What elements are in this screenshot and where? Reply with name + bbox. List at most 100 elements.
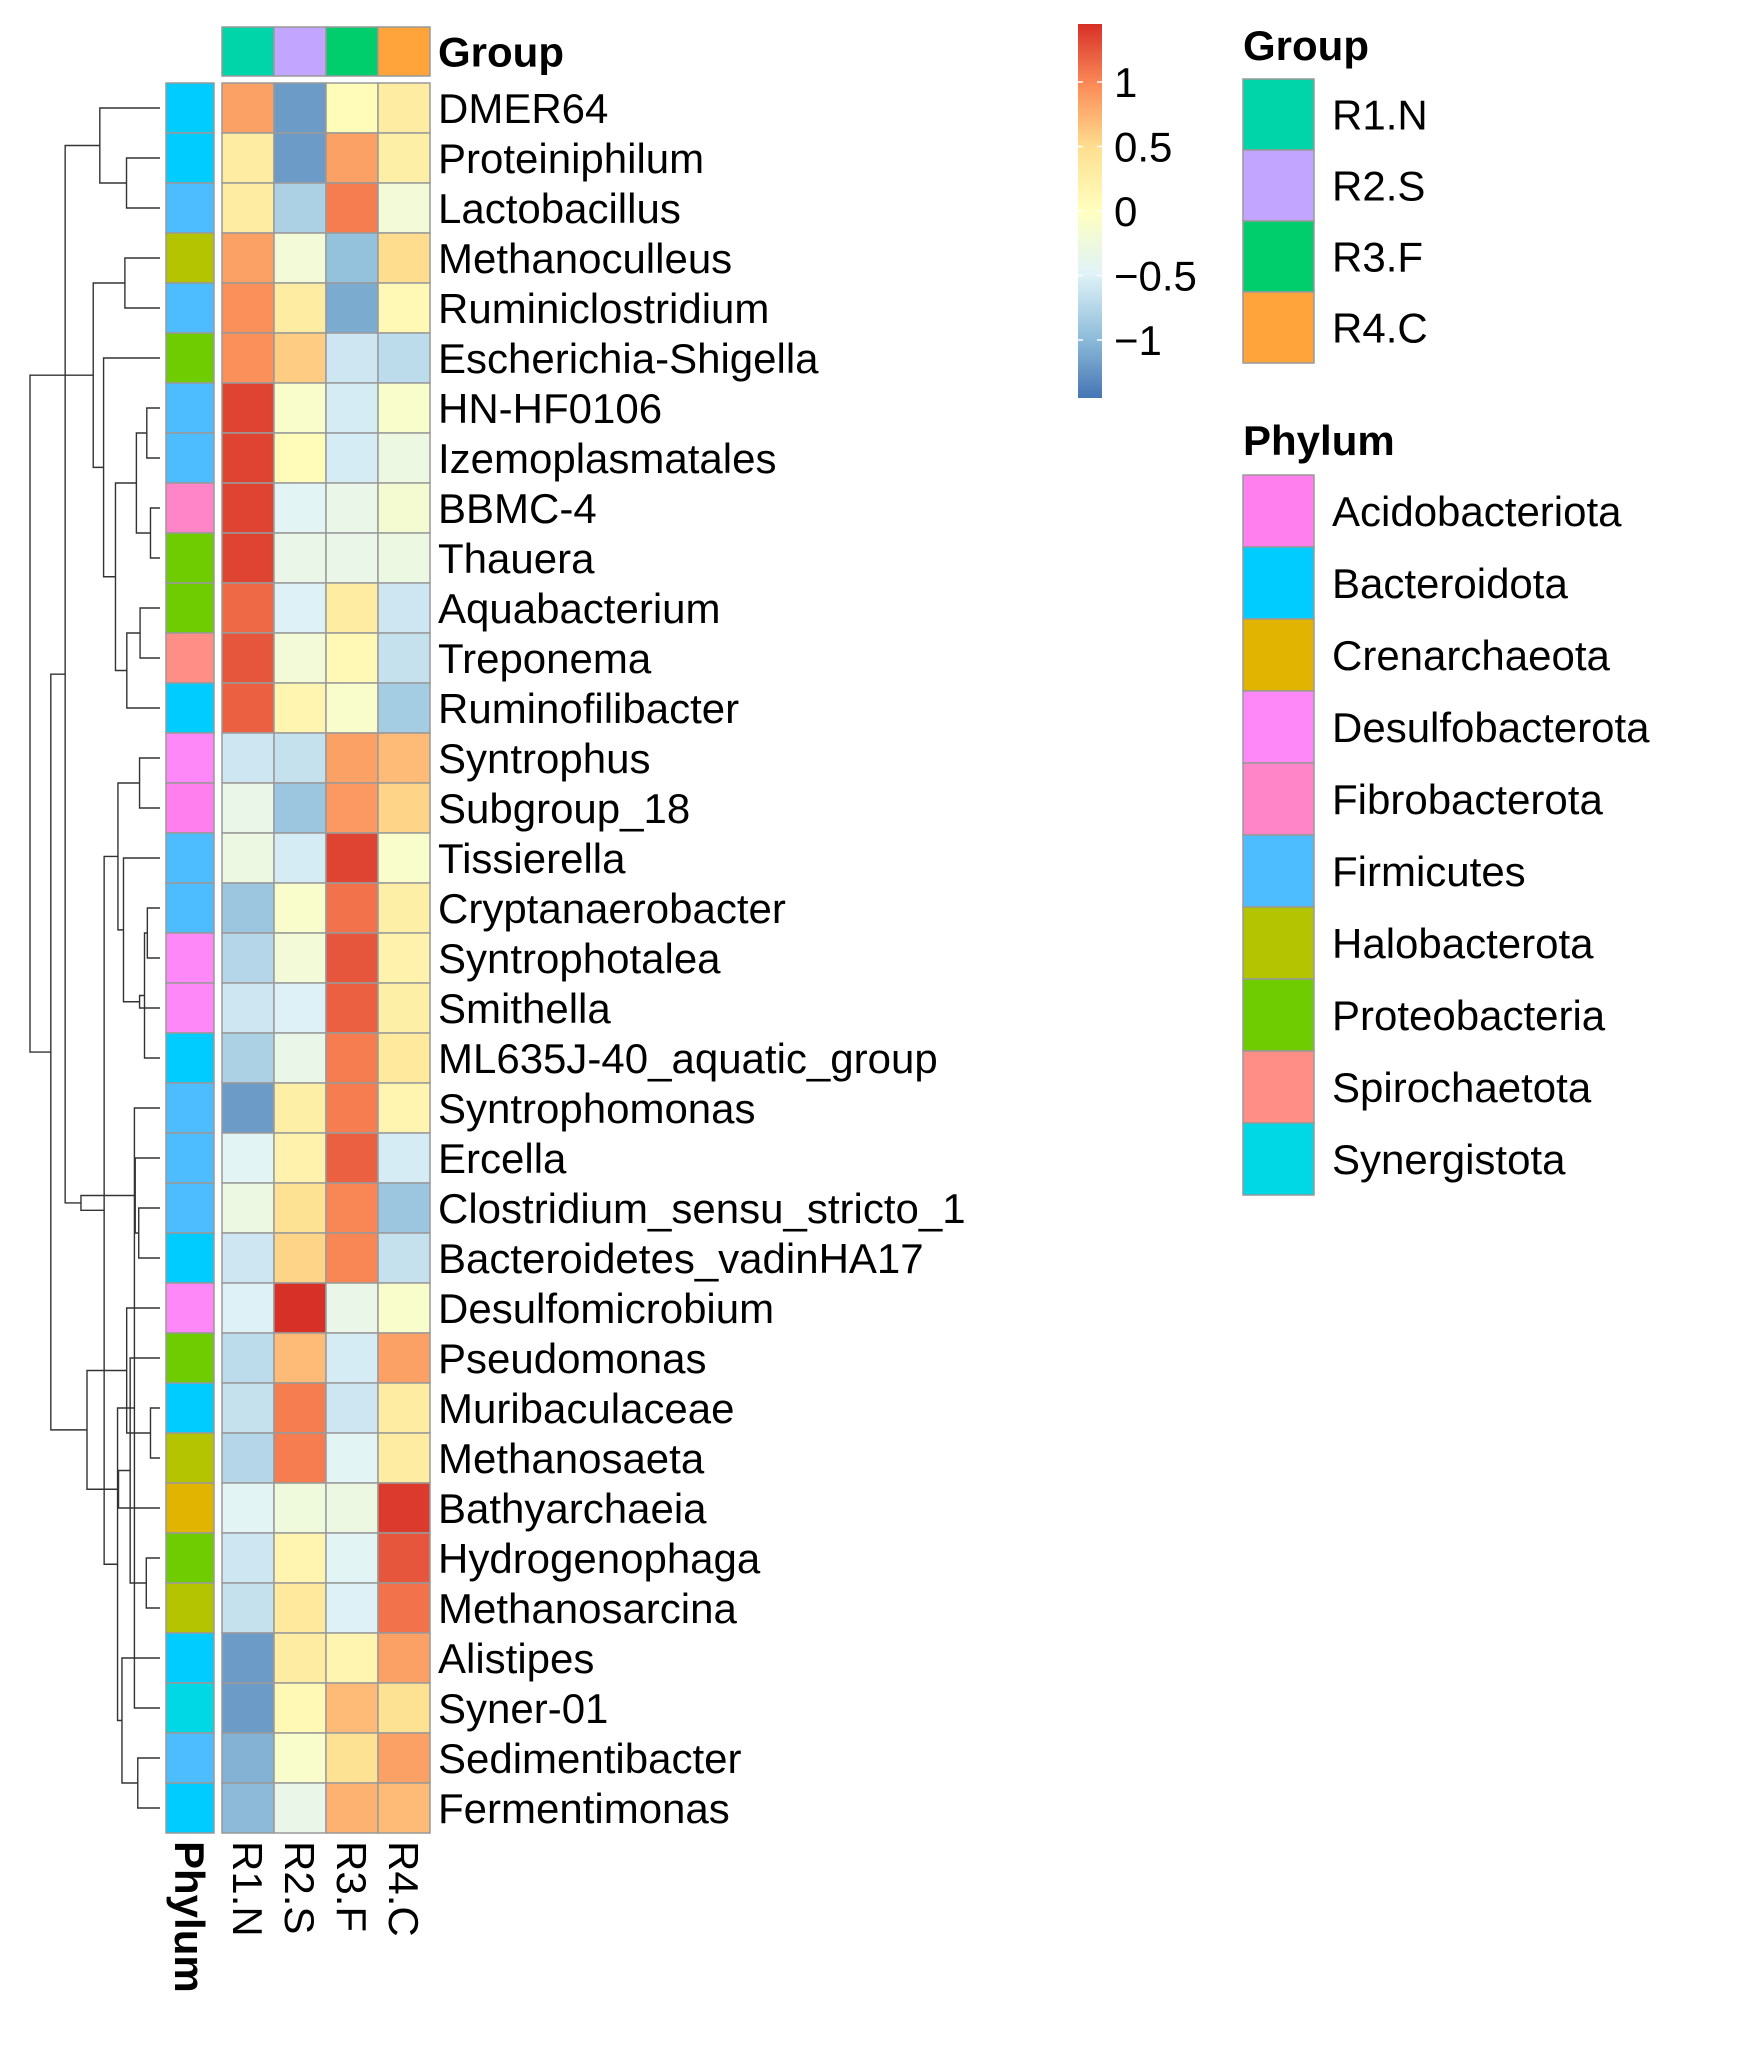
row-label-methanosarcina: Methanosarcina [438, 1585, 737, 1632]
heatmap-cell-methanosaeta-r3-f [325, 1432, 379, 1484]
heatmap-cell-bathyarchaeia-r4-c [377, 1482, 431, 1534]
heatmap-cell-aquabacterium-r3-f [325, 582, 379, 634]
heatmap-cell-lactobacillus-r1-n [221, 182, 275, 234]
dendrogram-branch [114, 482, 137, 672]
phylum-cell-hydrogenophaga [165, 1532, 215, 1584]
group-annotation-bar: Group [221, 26, 564, 77]
phylum-legend-label-bacteroidota: Bacteroidota [1332, 560, 1568, 607]
phylum-cell-ruminiclostridium [165, 282, 215, 334]
heatmap-cell-syner-01-r1-n [221, 1682, 275, 1734]
color-scale-legend: 1 0.5 0 −0.5 −1 [1078, 24, 1197, 398]
heatmap-cell-syntrophus-r3-f [325, 732, 379, 784]
color-scale-tick-label: 1 [1114, 59, 1137, 106]
row-label-ml635j-40-aquatic-group: ML635J-40_aquatic_group [438, 1035, 938, 1082]
heatmap-cell-smithella-r4-c [377, 982, 431, 1034]
row-label-aquabacterium: Aquabacterium [438, 585, 721, 632]
heatmap-cell-methanosaeta-r4-c [377, 1432, 431, 1484]
heatmap-cell-izemoplasmatales-r3-f [325, 432, 379, 484]
dendrogram-branch [146, 407, 160, 459]
heatmap-cell-ruminiclostridium-r3-f [325, 282, 379, 334]
row-label-hn-hf0106: HN-HF0106 [438, 385, 662, 432]
heatmap-cell-sedimentibacter-r3-f [325, 1732, 379, 1784]
dendrogram-branch [135, 432, 151, 534]
heatmap-cell-subgroup-18-r4-c [377, 782, 431, 834]
phylum-cell-aquabacterium [165, 582, 215, 634]
heatmap-cell-alistipes-r4-c [377, 1632, 431, 1684]
row-label-proteiniphilum: Proteiniphilum [438, 135, 704, 182]
heatmap-cell-syntrophomonas-r1-n [221, 1082, 275, 1134]
column-labels: R1.N R2.S R3.F R4.C Phylum [166, 1841, 427, 1993]
heatmap-cell-muribaculaceae-r2-s [273, 1382, 327, 1434]
row-label-muribaculaceae: Muribaculaceae [438, 1385, 735, 1432]
heatmap-cell-hn-hf0106-r1-n [221, 382, 275, 434]
column-label-r3-f: R3.F [328, 1841, 375, 1932]
heatmap-cell-ml635j-40-aquatic-group-r4-c [377, 1032, 431, 1084]
heatmap-cell-pseudomonas-r1-n [221, 1332, 275, 1384]
dendrogram-branch [125, 157, 160, 209]
row-label-ruminofilibacter: Ruminofilibacter [438, 685, 739, 732]
heatmap-cell-ercella-r4-c [377, 1132, 431, 1184]
heatmap-cell-ml635j-40-aquatic-group-r1-n [221, 1032, 275, 1084]
row-label-pseudomonas: Pseudomonas [438, 1335, 707, 1382]
heatmap-cell-syntrophus-r4-c [377, 732, 431, 784]
heatmap-cell-thauera-r1-n [221, 532, 275, 584]
dendrogram-branch [117, 1469, 160, 1509]
phylum-cell-dmer64 [165, 82, 215, 134]
heatmap-cell-alistipes-r2-s [273, 1632, 327, 1684]
row-label-treponema: Treponema [438, 635, 652, 682]
column-label-r4-c: R4.C [380, 1841, 427, 1937]
phylum-cell-sedimentibacter [165, 1732, 215, 1784]
dendrogram-branch [134, 1157, 160, 1234]
heatmap-cell-hn-hf0106-r3-f [325, 382, 379, 434]
row-label-bathyarchaeia: Bathyarchaeia [438, 1485, 707, 1532]
group-legend-label-r2-s: R2.S [1332, 163, 1425, 210]
heatmap-cell-hn-hf0106-r2-s [273, 382, 327, 434]
color-scale-tick-label: −0.5 [1114, 252, 1197, 299]
row-label-syntrophus: Syntrophus [438, 735, 650, 782]
phylum-cell-syntrophotalea [165, 932, 215, 984]
column-label-r1-n: R1.N [224, 1841, 271, 1937]
heatmap-cell-muribaculaceae-r1-n [221, 1382, 275, 1434]
heatmap-cell-methanoculleus-r4-c [377, 232, 431, 284]
phylum-cell-escherichia-shigella [165, 332, 215, 384]
group-cell-r1-n [221, 26, 275, 77]
dendrogram-branch [50, 673, 88, 1431]
heatmap-cell-proteiniphilum-r1-n [221, 132, 275, 184]
heatmap-cell-methanosaeta-r2-s [273, 1432, 327, 1484]
phylum-cell-muribaculaceae [165, 1382, 215, 1434]
dendrogram-branch [126, 632, 160, 709]
heatmap-cell-ercella-r3-f [325, 1132, 379, 1184]
heatmap-cell-aquabacterium-r4-c [377, 582, 431, 634]
phylum-cell-methanosaeta [165, 1432, 215, 1484]
phylum-annotation-label: Phylum [166, 1841, 213, 1993]
phylum-cell-treponema [165, 632, 215, 684]
heatmap-cell-pseudomonas-r4-c [377, 1332, 431, 1384]
heatmap-cell-bacteroidetes-vadinha17-r3-f [325, 1232, 379, 1284]
heatmap-cell-ml635j-40-aquatic-group-r3-f [325, 1032, 379, 1084]
phylum-cell-ruminofilibacter [165, 682, 215, 734]
group-legend: Group R1.N R2.S R3.F R4.C [1242, 22, 1428, 364]
group-cell-r4-c [377, 26, 431, 77]
heatmap-cell-clostridium-sensu-stricto-1-r3-f [325, 1182, 379, 1234]
row-label-methanosaeta: Methanosaeta [438, 1435, 705, 1482]
dendrogram-branch [92, 282, 125, 469]
heatmap-cell-syntrophotalea-r1-n [221, 932, 275, 984]
heatmap-cell-bathyarchaeia-r1-n [221, 1482, 275, 1534]
heatmap-cell-methanoculleus-r3-f [325, 232, 379, 284]
phylum-cell-fermentimonas [165, 1782, 215, 1834]
heatmap-cell-fermentimonas-r2-s [273, 1782, 327, 1834]
heatmap-cell-tissierella-r3-f [325, 832, 379, 884]
phylum-legend-swatch-desulfobacterota [1242, 690, 1315, 764]
heatmap-cell-escherichia-shigella-r1-n [221, 332, 275, 384]
heatmap-cell-escherichia-shigella-r2-s [273, 332, 327, 384]
heatmap-cell-syntrophomonas-r3-f [325, 1082, 379, 1134]
heatmap-cell-hydrogenophaga-r2-s [273, 1532, 327, 1584]
heatmap-cell-bacteroidetes-vadinha17-r2-s [273, 1232, 327, 1284]
row-label-hydrogenophaga: Hydrogenophaga [438, 1535, 761, 1582]
row-label-ercella: Ercella [438, 1135, 567, 1182]
color-scale-tick-label: 0 [1114, 188, 1137, 235]
dendrogram-branch [64, 144, 100, 1204]
phylum-cell-methanosarcina [165, 1582, 215, 1634]
phylum-legend-swatch-proteobacteria [1242, 978, 1315, 1052]
